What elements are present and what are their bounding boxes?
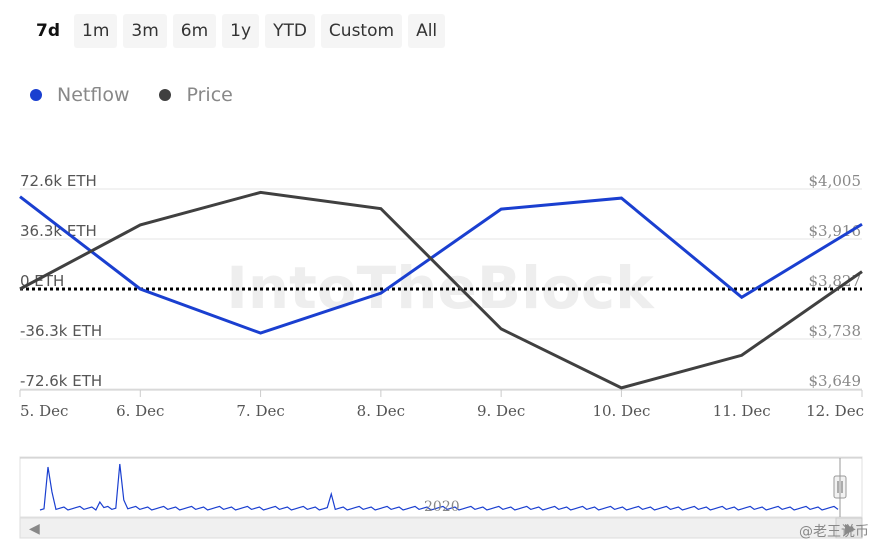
y-left-tick-label: 72.6k ETH [20, 172, 97, 190]
x-tick-label: 10. Dec [592, 402, 650, 420]
legend-price[interactable]: Price [159, 84, 233, 106]
netflow-dot-icon [30, 89, 42, 101]
scroll-right-arrow-icon: ▶ [845, 521, 856, 537]
navigator-scrollbar [19, 517, 863, 539]
x-tick-label: 11. Dec [713, 402, 771, 420]
range-selector: 7d 1m 3m 6m 1y YTD Custom All [28, 14, 446, 48]
legend: Netflow Price [30, 84, 233, 106]
range-button-7d[interactable]: 7d [28, 14, 68, 48]
x-tick-label: 8. Dec [357, 402, 405, 420]
range-button-custom[interactable]: Custom [320, 14, 403, 48]
y-left-tick-label: 0 ETH [20, 272, 64, 290]
range-button-1y[interactable]: 1y [222, 14, 260, 48]
scroll-right-button [835, 517, 863, 539]
legend-price-label: Price [186, 84, 233, 106]
legend-netflow[interactable]: Netflow [30, 84, 129, 106]
navigator-sparkline [39, 463, 839, 511]
y-left-tick-label: -72.6k ETH [20, 372, 102, 390]
legend-netflow-label: Netflow [57, 84, 130, 106]
series-line-netflow [19, 195, 863, 335]
credit-text: @老王说币 [799, 524, 869, 540]
x-tick-label: 6. Dec [116, 402, 164, 420]
scroll-left-arrow-icon: ◀ [29, 521, 40, 537]
x-tick-label: 12. Dec [806, 402, 864, 420]
y-right-tick-label: $4,005 [809, 172, 862, 190]
price-dot-icon [159, 89, 172, 101]
range-button-all[interactable]: All [408, 14, 446, 48]
navigator-year-label: 2020 [424, 499, 460, 515]
x-tick-label: 7. Dec [236, 402, 284, 420]
y-right-tick-label: $3,827 [809, 272, 862, 290]
y-right-tick-label: $3,738 [809, 322, 862, 340]
series-line-price [19, 190, 863, 390]
range-button-6m[interactable]: 6m [172, 14, 217, 48]
range-button-1m[interactable]: 1m [74, 14, 118, 48]
range-button-ytd[interactable]: YTD [265, 14, 315, 48]
y-left-tick-label: 36.3k ETH [20, 222, 97, 240]
y-right-tick-label: $3,916 [809, 222, 862, 240]
y-right-tick-label: $3,649 [809, 372, 862, 390]
range-button-3m[interactable]: 3m [123, 14, 167, 48]
x-tick-label: 9. Dec [477, 402, 525, 420]
y-left-tick-label: -36.3k ETH [20, 322, 102, 340]
x-tick-label: 5. Dec [20, 402, 68, 420]
